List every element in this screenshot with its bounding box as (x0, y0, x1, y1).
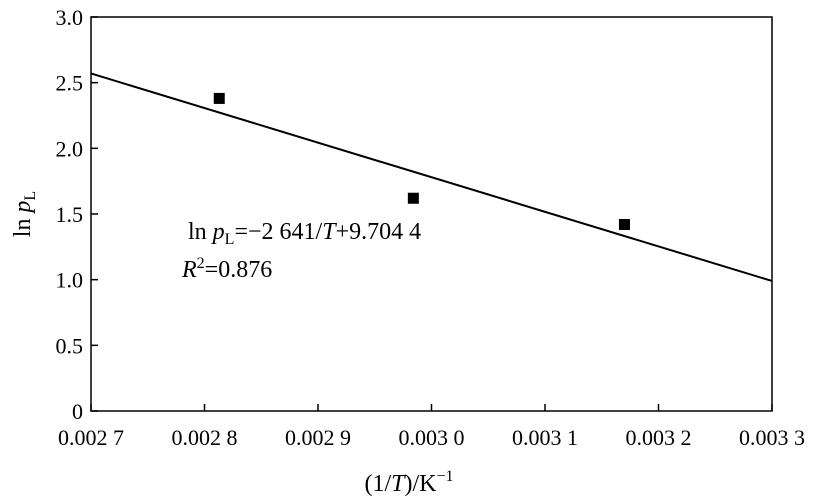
x-axis-label-pre: (1/ (364, 471, 391, 497)
x-axis-label-post: )/K (405, 471, 438, 497)
r-squared-sup: 2 (197, 255, 205, 272)
y-tick-label: 2.0 (56, 136, 84, 161)
fit-equation-sub: L (225, 231, 235, 248)
y-axis-label: ln pL (10, 191, 39, 237)
fit-line (90, 72, 773, 282)
x-axis-label-t: T (391, 471, 406, 497)
y-tick-label: 1.0 (56, 268, 84, 293)
y-tick-label: 3.0 (56, 5, 84, 30)
x-tick-label: 0.003 3 (739, 425, 805, 450)
x-tick-label: 0.003 0 (399, 425, 465, 450)
plot-frame (90, 16, 773, 412)
y-tick-label: 0.5 (56, 333, 84, 358)
data-point (618, 219, 630, 231)
data-point (213, 92, 225, 104)
r-squared-value: =0.876 (205, 257, 273, 283)
r-squared-r: R (181, 257, 197, 283)
fit-equation-mid: =−2 641/ (234, 219, 322, 245)
fit-equation-ln: ln (188, 219, 213, 245)
x-axis-label-sup: −1 (437, 468, 454, 485)
r-squared: R2=0.876 (181, 255, 272, 283)
y-tick-label: 1.5 (56, 202, 84, 227)
x-axis-label: (1/T)/K−1 (364, 468, 453, 497)
y-tick-label: 0 (72, 399, 83, 424)
x-tick-label: 0.002 9 (285, 425, 351, 450)
fit-equation-post: +9.704 4 (336, 219, 422, 245)
x-tick-label: 0.002 7 (58, 425, 124, 450)
x-tick-label: 0.003 2 (626, 425, 692, 450)
y-axis-label-pre: ln (10, 213, 36, 238)
fit-equation-t: T (322, 219, 337, 245)
x-tick-label: 0.003 1 (512, 425, 578, 450)
fit-equation: ln pL=−2 641/T+9.704 4 (188, 219, 421, 248)
data-point (407, 192, 419, 204)
y-axis-label-p: p (10, 201, 36, 215)
y-tick-label: 2.5 (56, 71, 84, 96)
x-tick-label: 0.002 8 (172, 425, 238, 450)
y-axis-label-sub: L (22, 191, 39, 201)
fit-equation-p: p (211, 219, 225, 245)
